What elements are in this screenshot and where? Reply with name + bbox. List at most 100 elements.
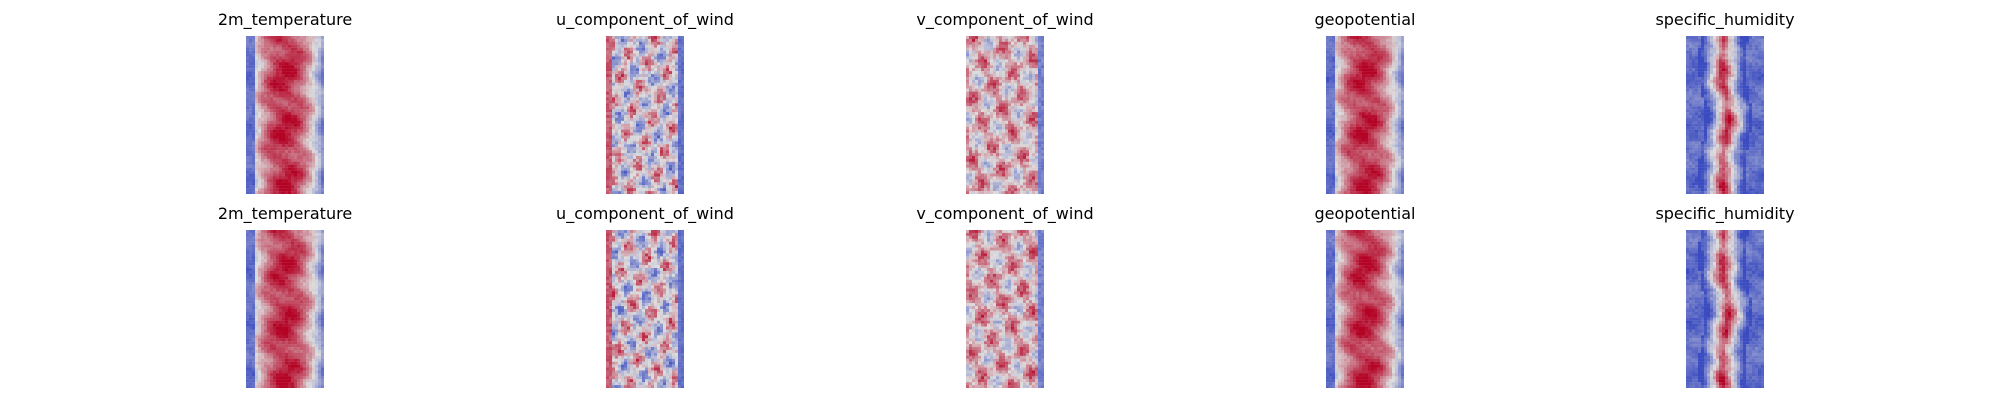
heatmap-cell [633, 188, 637, 192]
heatmap-cell [669, 167, 673, 171]
heatmap-cell [975, 85, 979, 89]
heatmap-cell [606, 47, 610, 51]
heatmap-cell [282, 115, 286, 119]
heatmap-cell [1326, 94, 1330, 98]
heatmap-cell [636, 59, 640, 63]
heatmap-cell [1002, 191, 1006, 194]
heatmap-cell [261, 38, 265, 42]
heatmap-cell [609, 109, 613, 113]
heatmap-cell [306, 182, 310, 186]
heatmap-cell [1005, 56, 1009, 60]
heatmap-cell [309, 129, 313, 133]
heatmap-cell [1002, 68, 1006, 72]
heatmap-cell [675, 147, 679, 151]
heatmap-cell [303, 158, 307, 162]
heatmap-cell [993, 50, 997, 54]
heatmap-cell [606, 115, 610, 119]
heatmap-cell [627, 59, 631, 63]
heatmap-cell [1341, 109, 1345, 113]
heatmap-cell [303, 85, 307, 89]
heatmap-cell [618, 82, 622, 86]
heatmap-cell [255, 185, 259, 189]
heatmap-cell [255, 135, 259, 139]
heatmap-cell [288, 150, 292, 154]
heatmap-cell [621, 164, 625, 168]
heatmap-cell [1335, 117, 1339, 121]
heatmap-cell [1041, 112, 1044, 116]
heatmap-cell [303, 182, 307, 186]
heatmap-cell [630, 38, 634, 42]
heatmap-cell [294, 59, 298, 63]
heatmap-cell [1365, 74, 1369, 78]
heatmap-cell [981, 117, 985, 121]
heatmap-cell [1026, 94, 1030, 98]
heatmap-cell [1005, 129, 1009, 133]
heatmap-cell [321, 115, 324, 119]
heatmap-cell [1038, 191, 1042, 194]
heatmap-cell [261, 82, 265, 86]
heatmap-cell [1377, 62, 1381, 66]
heatmap-cell [672, 164, 676, 168]
heatmap-cell [639, 36, 643, 40]
heatmap-cell [609, 185, 613, 189]
heatmap-cell [624, 176, 628, 180]
heatmap-cell [1017, 138, 1021, 142]
heatmap-cell [1041, 53, 1044, 57]
heatmap-cell [261, 158, 265, 162]
heatmap-cell [1032, 170, 1036, 174]
heatmap-cell [264, 117, 268, 121]
heatmap-cell [1338, 62, 1342, 66]
heatmap-cell [678, 109, 682, 113]
heatmap-cell [255, 120, 259, 124]
heatmap-cell [303, 62, 307, 66]
heatmap-cell [627, 76, 631, 81]
heatmap-cell [1023, 153, 1027, 157]
heatmap-cell [252, 167, 256, 171]
heatmap-cell [609, 126, 613, 130]
heatmap-cell [252, 44, 256, 48]
heatmap-cell [300, 103, 304, 107]
heatmap-cell [1029, 117, 1033, 121]
heatmap-cell [252, 103, 256, 107]
heatmap-cell [1326, 103, 1330, 107]
heatmap-cell [1017, 182, 1021, 186]
heatmap-cell [1017, 144, 1021, 148]
heatmap-cell [618, 126, 622, 130]
heatmap-cell [657, 85, 661, 89]
heatmap-cell [606, 112, 610, 116]
heatmap-cell [1011, 91, 1015, 95]
heatmap-cell [1401, 117, 1404, 121]
heatmap-cell [303, 179, 307, 183]
heatmap-cell [255, 155, 259, 160]
heatmap-cell [633, 71, 637, 75]
heatmap-cell [981, 53, 985, 57]
heatmap-cell [651, 144, 655, 148]
heatmap-cell [1014, 126, 1018, 130]
heatmap-cell [288, 132, 292, 136]
heatmap-cell [663, 123, 667, 127]
heatmap-cell [264, 150, 268, 154]
heatmap-cell [678, 50, 682, 54]
heatmap-cell [1401, 103, 1404, 107]
heatmap-cell [1356, 82, 1360, 86]
heatmap-cell [276, 59, 280, 63]
heatmap-cell [984, 103, 988, 107]
heatmap-cell [672, 59, 676, 63]
heatmap-cell [621, 74, 625, 78]
heatmap-cell [1341, 44, 1345, 48]
heatmap-cell [279, 117, 283, 121]
heatmap-cell [999, 71, 1003, 75]
heatmap-cell [312, 53, 316, 57]
heatmap-cell [246, 170, 250, 174]
heatmap-cell [975, 155, 979, 160]
heatmap-cell [285, 147, 289, 151]
heatmap-cell [615, 36, 619, 40]
heatmap-cell [999, 153, 1003, 157]
heatmap-cell [1347, 41, 1351, 45]
heatmap-cell [267, 100, 271, 104]
heatmap-cell [1374, 65, 1378, 69]
heatmap-cell [258, 88, 262, 92]
heatmap-cell [669, 185, 673, 189]
heatmap-cell [627, 188, 631, 192]
heatmap-cell [312, 123, 316, 127]
